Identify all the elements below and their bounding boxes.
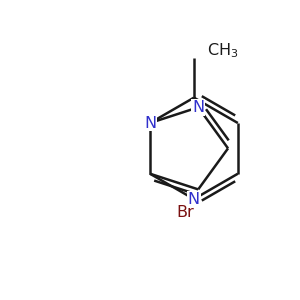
- Text: Br: Br: [176, 205, 194, 220]
- Text: N: N: [188, 192, 200, 207]
- Text: N: N: [192, 100, 204, 115]
- Text: CH$_3$: CH$_3$: [207, 41, 238, 60]
- Text: N: N: [144, 116, 156, 130]
